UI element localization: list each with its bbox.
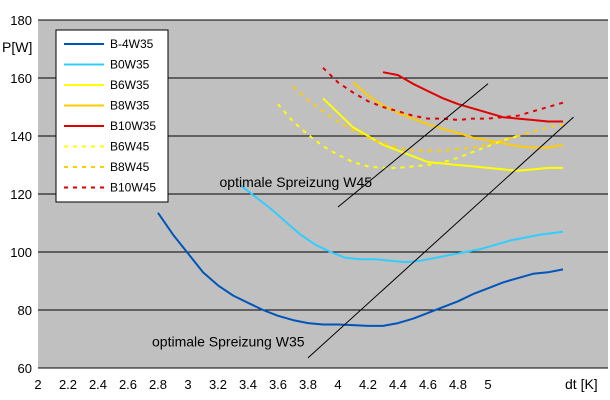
y-tick-label: 80 <box>18 303 32 318</box>
series-line-b0w35 <box>239 184 564 264</box>
legend-label-b8w45: B8W45 <box>110 160 150 174</box>
annotation-line-1 <box>337 83 489 208</box>
y-axis-label: P[W] <box>2 39 32 55</box>
x-tick-label: 3.8 <box>299 377 317 392</box>
legend-label-b8w35: B8W35 <box>110 99 150 113</box>
series-line-b-4w35 <box>157 212 564 327</box>
series-lines <box>157 67 564 327</box>
legend-box <box>55 29 169 203</box>
x-tick-label: 4.4 <box>389 377 407 392</box>
x-tick-label: 4.6 <box>419 377 437 392</box>
series-line-b8w45 <box>292 85 564 152</box>
annotation-label-1: optimale Spreizung W45 <box>220 174 373 190</box>
annotation-label-2: optimale Spreizung W35 <box>152 333 305 349</box>
x-tick-label: 2.2 <box>59 377 77 392</box>
y-tick-label: 140 <box>10 129 32 144</box>
legend: B-4W35 B0W35 B6W35 B8W35 B10W35 B6W45 B8W45 B10… <box>55 29 169 203</box>
x-tick-label: 2.4 <box>89 377 107 392</box>
x-tick-label: 5 <box>484 377 491 392</box>
series-line-b8w35 <box>352 81 564 149</box>
legend-label-b10w35: B10W35 <box>110 119 156 133</box>
x-axis-label: dt [K] <box>565 376 598 392</box>
annotation-line-2 <box>307 116 574 359</box>
series-line-b6w45 <box>277 103 519 169</box>
x-tick-label: 3 <box>184 377 191 392</box>
y-tick-label: 60 <box>18 361 32 376</box>
legend-label-b10w45: B10W45 <box>110 181 156 195</box>
tick-labels: 60 80 100 120 140 160 180 2 2.2 2.4 2.6 2.8 3 3.2 3.4 3… <box>10 13 491 392</box>
x-tick-label: 4 <box>334 377 341 392</box>
y-tick-label: 120 <box>10 187 32 202</box>
annotations: optimale Spreizung W45 optimale Spreizung… <box>152 83 574 359</box>
x-tick-label: 3.2 <box>209 377 227 392</box>
legend-label-b6w35: B6W35 <box>110 78 150 92</box>
x-tick-label: 2.6 <box>119 377 137 392</box>
legend-label-b6w45: B6W45 <box>110 140 150 154</box>
x-tick-label: 4.8 <box>449 377 467 392</box>
series-line-b6w35 <box>322 97 563 172</box>
x-tick-label: 3.4 <box>239 377 257 392</box>
y-tick-label: 160 <box>10 71 32 86</box>
legend-label-b-4w35: B-4W35 <box>110 37 154 51</box>
x-tick-label: 2.8 <box>149 377 167 392</box>
x-tick-label: 3.6 <box>269 377 287 392</box>
legend-label-b0w35: B0W35 <box>110 58 150 72</box>
x-tick-label: 4.2 <box>359 377 377 392</box>
y-tick-label: 100 <box>10 245 32 260</box>
y-tick-label: 180 <box>10 13 32 28</box>
x-tick-label: 2 <box>34 377 41 392</box>
series-line-b10w35 <box>382 71 563 123</box>
